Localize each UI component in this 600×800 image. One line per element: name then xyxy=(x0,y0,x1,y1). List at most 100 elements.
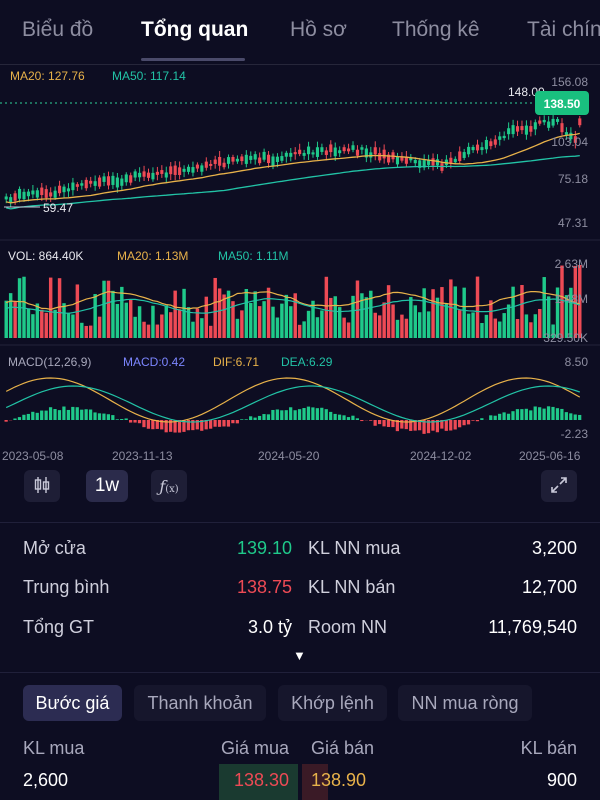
macd-histogram-bar xyxy=(422,420,426,434)
macd-histogram-bar xyxy=(417,420,422,431)
macd-histogram-bar xyxy=(53,409,57,420)
volume-bar xyxy=(306,310,311,338)
candle-body xyxy=(98,177,102,187)
volume-bar xyxy=(40,309,44,338)
volume-bar xyxy=(364,297,369,338)
chart-type-button[interactable] xyxy=(24,470,60,502)
tab-khop-lenh[interactable]: Khớp lệnh xyxy=(278,685,387,721)
candle-body xyxy=(173,165,177,175)
macd-histogram-bar xyxy=(306,406,311,420)
candle-body xyxy=(564,132,568,135)
candle-body xyxy=(338,150,342,154)
volume-bar xyxy=(13,301,17,338)
candle-body xyxy=(271,156,275,166)
expand-button[interactable] xyxy=(541,470,577,502)
macd-histogram-bar xyxy=(133,420,137,423)
macd-histogram-bar xyxy=(431,420,435,431)
volume-bar xyxy=(93,294,97,338)
candle-body xyxy=(111,175,115,185)
buy-volume-header: KL mua xyxy=(23,738,85,758)
candle-body xyxy=(418,160,422,168)
volume-bar xyxy=(400,314,404,338)
volume-bar xyxy=(240,310,244,338)
volume-bar xyxy=(533,314,538,338)
tab-tai-chinh[interactable]: Tài chính xyxy=(527,18,600,41)
macd-histogram-bar xyxy=(409,420,413,431)
volume-bar xyxy=(453,286,458,338)
macd-histogram-bar xyxy=(271,409,275,420)
macd-histogram-bar xyxy=(391,420,395,428)
candle-body xyxy=(382,149,386,159)
sell-price-header: Giá bán xyxy=(311,738,375,758)
sell-price-cell[interactable]: 138.90 xyxy=(311,770,367,790)
candle-body xyxy=(409,157,413,161)
macd-histogram-bar xyxy=(400,420,404,429)
candle-body xyxy=(262,151,266,160)
volume-bar xyxy=(426,311,431,338)
macd-histogram-bar xyxy=(377,420,382,425)
candle-body xyxy=(275,156,279,163)
tab-thong-ke[interactable]: Thống kê xyxy=(392,18,480,41)
candle-body xyxy=(146,172,151,178)
volume-bar xyxy=(62,303,66,338)
candle-body xyxy=(160,170,164,174)
macd-histogram-bar xyxy=(128,420,133,423)
volume-bar xyxy=(515,319,520,338)
tab-nn-mua-rong[interactable]: NN mua ròng xyxy=(398,685,532,721)
macd-y-tick: 8.50 xyxy=(565,355,589,369)
macd-histogram-bar xyxy=(515,409,520,420)
volume-bar xyxy=(297,324,302,338)
ma50-line xyxy=(6,154,580,210)
candle-body xyxy=(329,144,333,153)
macd-histogram-bar xyxy=(244,419,248,420)
buy-volume-cell: 2,600 xyxy=(23,770,69,790)
macd-histogram-bar xyxy=(280,410,284,420)
stock-chart[interactable]: MA20: 127.76 MA50: 117.14 156.08 103.04 … xyxy=(0,64,600,470)
macd-histogram-bar xyxy=(480,418,484,420)
macd-histogram-bar xyxy=(555,408,560,420)
tab-tong-quan[interactable]: Tổng quan xyxy=(141,18,249,41)
volume-bar xyxy=(542,277,546,338)
current-price-label: 138.50 xyxy=(544,97,581,111)
candle-body xyxy=(520,126,524,131)
candle-body xyxy=(462,152,466,158)
volume-bar xyxy=(524,314,529,338)
candle-body xyxy=(502,135,506,139)
expand-icon xyxy=(550,476,568,497)
candle-body xyxy=(102,176,106,182)
expand-stats-chevron-icon[interactable]: ▼ xyxy=(293,648,306,663)
interval-button[interactable]: 1w xyxy=(86,470,128,502)
dea-line xyxy=(5,385,580,423)
candle-body xyxy=(249,155,253,160)
candle-body xyxy=(453,158,457,163)
volume-bar xyxy=(449,279,453,338)
indicator-button[interactable]: ƒ(x) xyxy=(151,470,187,502)
candle-body xyxy=(431,158,435,166)
candle-body xyxy=(542,119,546,123)
macd-histogram-bar xyxy=(533,406,537,420)
volume-bar xyxy=(124,302,128,338)
buy-price-cell[interactable]: 138.30 xyxy=(233,770,289,790)
candle-body xyxy=(449,157,453,164)
volume-bar xyxy=(555,287,560,338)
candle-body xyxy=(484,139,488,150)
tab-buoc-gia[interactable]: Bước giá xyxy=(23,685,122,721)
macd-histogram-bar xyxy=(369,420,373,421)
tab-bieu-do[interactable]: Biểu đồ xyxy=(22,18,94,41)
macd-histogram-bar xyxy=(88,409,93,420)
tab-ho-so[interactable]: Hồ sơ xyxy=(290,18,347,41)
macd-histogram-bar xyxy=(373,420,377,426)
dif-label: DIF:6.71 xyxy=(213,355,259,369)
tab-thanh-khoan[interactable]: Thanh khoản xyxy=(134,685,266,721)
volume-bar xyxy=(177,309,182,338)
candle-body xyxy=(222,162,226,168)
macd-value-label: MACD:0.42 xyxy=(123,355,185,369)
volume-bar xyxy=(373,312,377,338)
macd-histogram-bar xyxy=(195,420,199,430)
macd-histogram-bar xyxy=(177,420,182,433)
macd-histogram-bar xyxy=(257,415,262,420)
macd-histogram-bar xyxy=(444,420,448,431)
volume-bar xyxy=(262,301,266,338)
candle-body xyxy=(226,157,231,164)
volume-bar xyxy=(386,285,391,338)
